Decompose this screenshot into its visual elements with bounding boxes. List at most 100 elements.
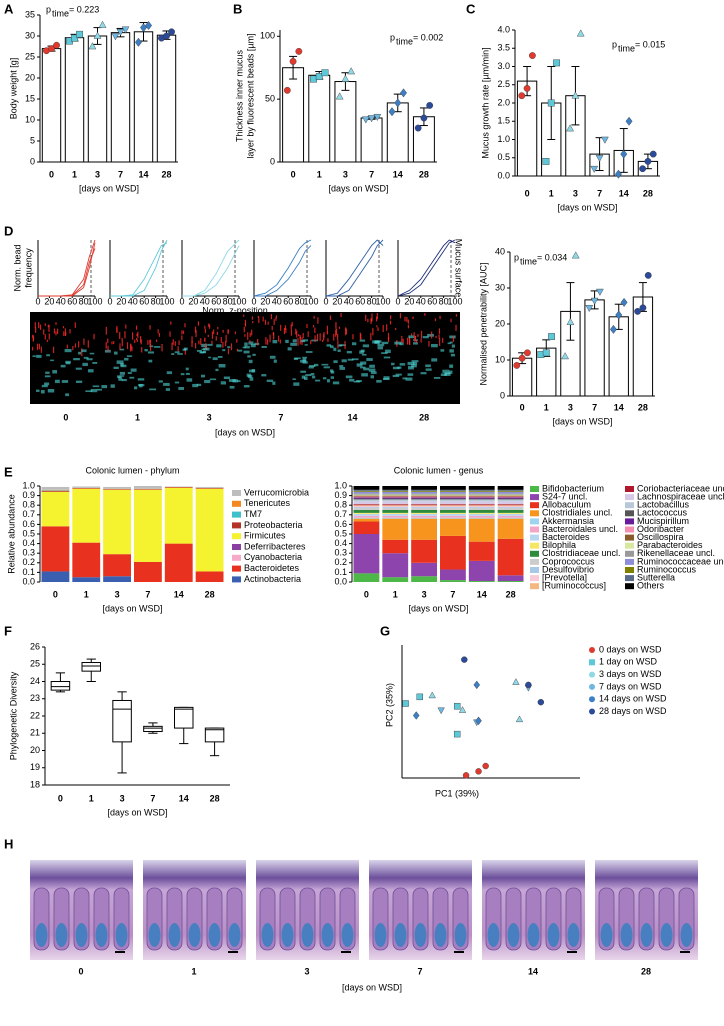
image-texture [302, 332, 304, 339]
image-texture [269, 334, 271, 343]
image-texture [120, 364, 127, 368]
scale-bar [567, 951, 577, 953]
image-texture [41, 384, 48, 388]
legend-label: Ruminococcus [637, 564, 697, 574]
image-texture [408, 366, 414, 370]
x-tick-label: 0 [395, 296, 400, 306]
image-texture [171, 342, 173, 351]
legend-swatch [625, 518, 634, 525]
data-point [644, 271, 652, 279]
y-tick-label: 0 [30, 156, 35, 166]
x-tick-label: 3 [115, 589, 120, 599]
x-tick-label: 80 [151, 296, 161, 306]
image-texture [32, 334, 34, 339]
data-point [523, 85, 531, 92]
image-texture [116, 360, 124, 364]
bar-segment [382, 496, 409, 498]
y-tick-label: 0.5 [22, 528, 35, 538]
image-texture [73, 358, 80, 361]
legend-label: Akkermansia [542, 516, 594, 526]
image-texture [81, 348, 83, 357]
legend-swatch [625, 494, 634, 501]
data-point [512, 678, 520, 685]
image-texture [313, 363, 319, 367]
image-texture [309, 365, 316, 367]
image-texture [377, 343, 385, 347]
image-texture [53, 328, 56, 334]
image-texture [317, 317, 319, 324]
image-texture [272, 339, 278, 344]
y-tick-label: 25 [25, 51, 35, 61]
data-point [400, 88, 407, 98]
y-tick-label: 0.5 [497, 152, 510, 162]
image-texture [394, 341, 402, 345]
image-texture [247, 355, 251, 358]
image-texture [194, 343, 197, 349]
image-texture [161, 343, 163, 352]
image-texture [149, 325, 151, 330]
image-texture [36, 343, 39, 350]
data-point [335, 92, 344, 100]
image-texture [407, 319, 409, 324]
legend-label: [Ruminococcus] [542, 581, 606, 591]
image-texture [332, 381, 340, 385]
bar-segment [440, 508, 466, 510]
image-texture [345, 375, 353, 379]
image-texture [330, 369, 334, 373]
bar-segment [382, 491, 409, 494]
data-point [542, 157, 550, 165]
image-texture [83, 356, 89, 359]
data-point [614, 169, 622, 179]
legend-marker [589, 671, 595, 678]
image-texture [252, 353, 256, 356]
histology-goblet [148, 923, 161, 947]
image-texture [47, 324, 49, 328]
image-texture [178, 386, 184, 390]
box [143, 725, 163, 733]
image-texture [200, 338, 202, 346]
image-texture [60, 364, 66, 368]
image-texture [244, 345, 250, 349]
image-texture [174, 381, 180, 384]
bar [584, 299, 605, 397]
bar-segment [440, 489, 466, 491]
image-texture [383, 376, 390, 380]
histology-goblet [507, 923, 520, 947]
image-texture [32, 346, 34, 351]
image-texture [382, 324, 384, 333]
scale-bar [454, 951, 464, 953]
image-texture [198, 340, 200, 345]
y-tick-label: 21 [30, 728, 40, 738]
legend-label: Rikenellaceae uncl. [637, 548, 715, 558]
image-label: 14 [528, 966, 538, 976]
profile-line [397, 239, 456, 297]
image-texture [272, 381, 276, 385]
image-texture [420, 330, 423, 339]
histology-goblet [600, 923, 613, 947]
image-texture [205, 343, 207, 350]
image-texture [243, 326, 245, 333]
bar-segment [382, 512, 409, 514]
image-texture [184, 348, 186, 355]
chart-title: Colonic lumen - phylum [85, 465, 179, 475]
legend-swatch [530, 542, 539, 549]
histology-goblet [547, 923, 560, 947]
y-tick-label: 30 [495, 282, 505, 292]
image-label: 7 [278, 412, 283, 422]
bar-segment [440, 510, 466, 513]
image-texture [374, 340, 380, 344]
image-texture [204, 328, 206, 334]
y-tick-label: 0.1 [22, 567, 35, 577]
bar-segment [468, 515, 495, 518]
image-texture [211, 340, 213, 345]
profile-line [182, 239, 240, 297]
data-point [453, 730, 461, 738]
image-texture [124, 357, 129, 361]
y-tick-label: 0.2 [22, 557, 35, 567]
image-texture [413, 332, 415, 337]
chart-title: Colonic lumen - genus [394, 465, 484, 475]
legend-swatch [530, 534, 539, 541]
image-texture [449, 364, 454, 368]
image-texture [370, 375, 374, 379]
image-texture [339, 344, 346, 347]
